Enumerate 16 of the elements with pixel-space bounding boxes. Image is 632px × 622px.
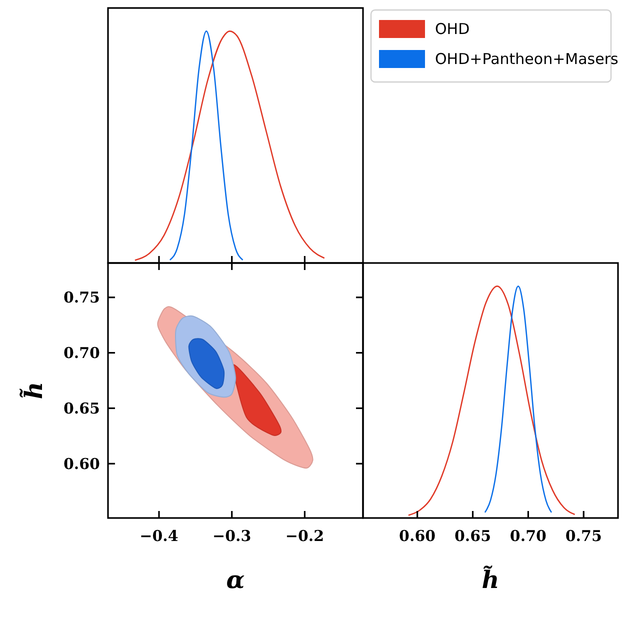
x-tick-label: 0.75 <box>565 527 602 545</box>
y-tick-label: 0.65 <box>63 399 100 418</box>
x-tick-label: −0.4 <box>140 527 178 545</box>
x-tick-label: 0.60 <box>399 527 436 545</box>
x-tick-label: 0.70 <box>510 527 546 545</box>
x-tick-label: 0.65 <box>454 527 492 545</box>
x-tick-label: −0.3 <box>212 527 252 545</box>
y-tick-label: 0.60 <box>63 454 100 473</box>
legend-label: OHD <box>435 20 470 38</box>
x-tick-label: −0.2 <box>285 527 324 545</box>
y-tick-label: 0.70 <box>63 344 100 362</box>
y-tick-label: 0.75 <box>63 288 100 307</box>
x-axis-title: α <box>226 565 245 594</box>
x-axis-title: h̃ <box>482 565 500 594</box>
legend-label: OHD+Pantheon+Masers <box>435 50 618 68</box>
y-axis-title: h̃ <box>19 382 48 400</box>
